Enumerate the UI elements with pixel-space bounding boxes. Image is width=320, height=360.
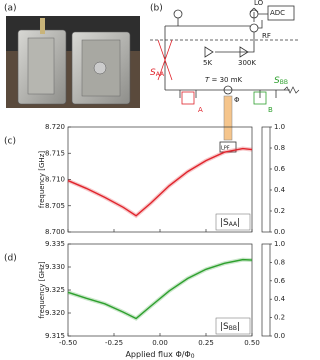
y-tick-label: 9.325 (45, 286, 65, 294)
y-tick-label: 8.700 (45, 228, 65, 236)
colorbar-tick-label: 0.6 (274, 277, 286, 285)
colorbar-tick-label: 0.0 (274, 332, 285, 340)
annotation-box (215, 213, 251, 231)
temperature-symbol: T (205, 76, 210, 84)
panel-label: (c) (4, 137, 16, 147)
panel-label: (b) (150, 4, 163, 14)
resonator-label: B (268, 106, 273, 114)
colorbar-tick-label: 0.2 (274, 314, 285, 322)
y-tick-label: 8.720 (45, 123, 65, 131)
resonance-glow (67, 257, 253, 321)
resonance-glow (67, 146, 253, 219)
y-tick-label: 9.315 (45, 332, 65, 340)
annotation-part: | (237, 218, 240, 228)
circuit-diagram (150, 5, 300, 153)
annotation-box (215, 317, 251, 335)
lpf-label: LPF (221, 146, 230, 152)
x-tick-label: 0.25 (198, 339, 214, 347)
x-label-sub: 0 (191, 353, 195, 360)
panel-label: (d) (4, 254, 17, 264)
y-tick-label: 8.710 (45, 176, 65, 184)
annotation-sub: AA (229, 221, 238, 228)
photo (6, 16, 140, 108)
panel-label: (a) (4, 4, 17, 14)
x-tick-label: -0.25 (105, 339, 123, 347)
stage-label: 5K (203, 59, 212, 67)
lo-label: LO (254, 0, 264, 7)
colorbar-tick-label: 0.6 (274, 165, 286, 173)
y-axis-label: frequency [GHz] (38, 261, 46, 318)
temperature-label: T = 30 mK (205, 76, 243, 84)
resonance-line (67, 258, 253, 320)
s-symbol: S (274, 76, 280, 86)
y-tick-label: 8.715 (45, 149, 65, 157)
y-tick-label: 9.320 (45, 309, 65, 317)
annotation-sub: BB (229, 325, 237, 332)
s-bb-label: SBB (274, 76, 288, 86)
s-aa-label: SAA (150, 68, 165, 78)
rf-label: RF (262, 32, 271, 40)
annotation-part: |S (220, 218, 229, 228)
colorbar-tick-label: 0.0 (274, 228, 285, 236)
colorbar (261, 243, 271, 337)
x-tick-label: 0.50 (244, 339, 260, 347)
annotation-part: | (237, 322, 240, 332)
x-tick-label: 0.00 (152, 339, 168, 347)
colorbar (261, 126, 271, 233)
s-subscript: AA (156, 71, 165, 78)
y-tick-label: 9.330 (45, 263, 65, 271)
colorbar-tick-label: 0.8 (274, 144, 285, 152)
resonance-line (67, 147, 253, 217)
temperature-value: = 30 mK (209, 76, 242, 84)
colorbar-tick-label: 1.0 (274, 240, 285, 248)
s-subscript: BB (280, 79, 288, 86)
colorbar-tick-label: 0.2 (274, 207, 285, 215)
y-tick-label: 9.335 (45, 240, 65, 248)
resonator-label: A (198, 106, 203, 114)
colorbar-tick-label: 0.8 (274, 258, 285, 266)
x-label-main: Applied flux Φ/Φ (125, 350, 190, 359)
colorbar-tick-label: 0.4 (274, 295, 286, 303)
annotation: |SBB| (220, 322, 240, 332)
y-axis-label: frequency [GHz] (38, 151, 46, 208)
x-axis-label: Applied flux Φ/Φ0 (125, 350, 194, 360)
colorbar-tick-label: 1.0 (274, 123, 285, 131)
annotation-part: |S (220, 322, 229, 332)
annotation: |SAA| (220, 218, 240, 228)
figure: (a) (b) LO RF ADC 5K 300K T = 30 mK SAA … (4, 0, 300, 360)
stage-label: 300K (238, 59, 256, 67)
colorbar-tick-label: 0.4 (274, 186, 286, 194)
s-symbol: S (150, 68, 156, 78)
adc-label: ADC (270, 9, 285, 17)
x-tick-label: -0.50 (59, 339, 77, 347)
flux-label: Φ (234, 96, 240, 104)
y-tick-label: 8.705 (45, 202, 65, 210)
